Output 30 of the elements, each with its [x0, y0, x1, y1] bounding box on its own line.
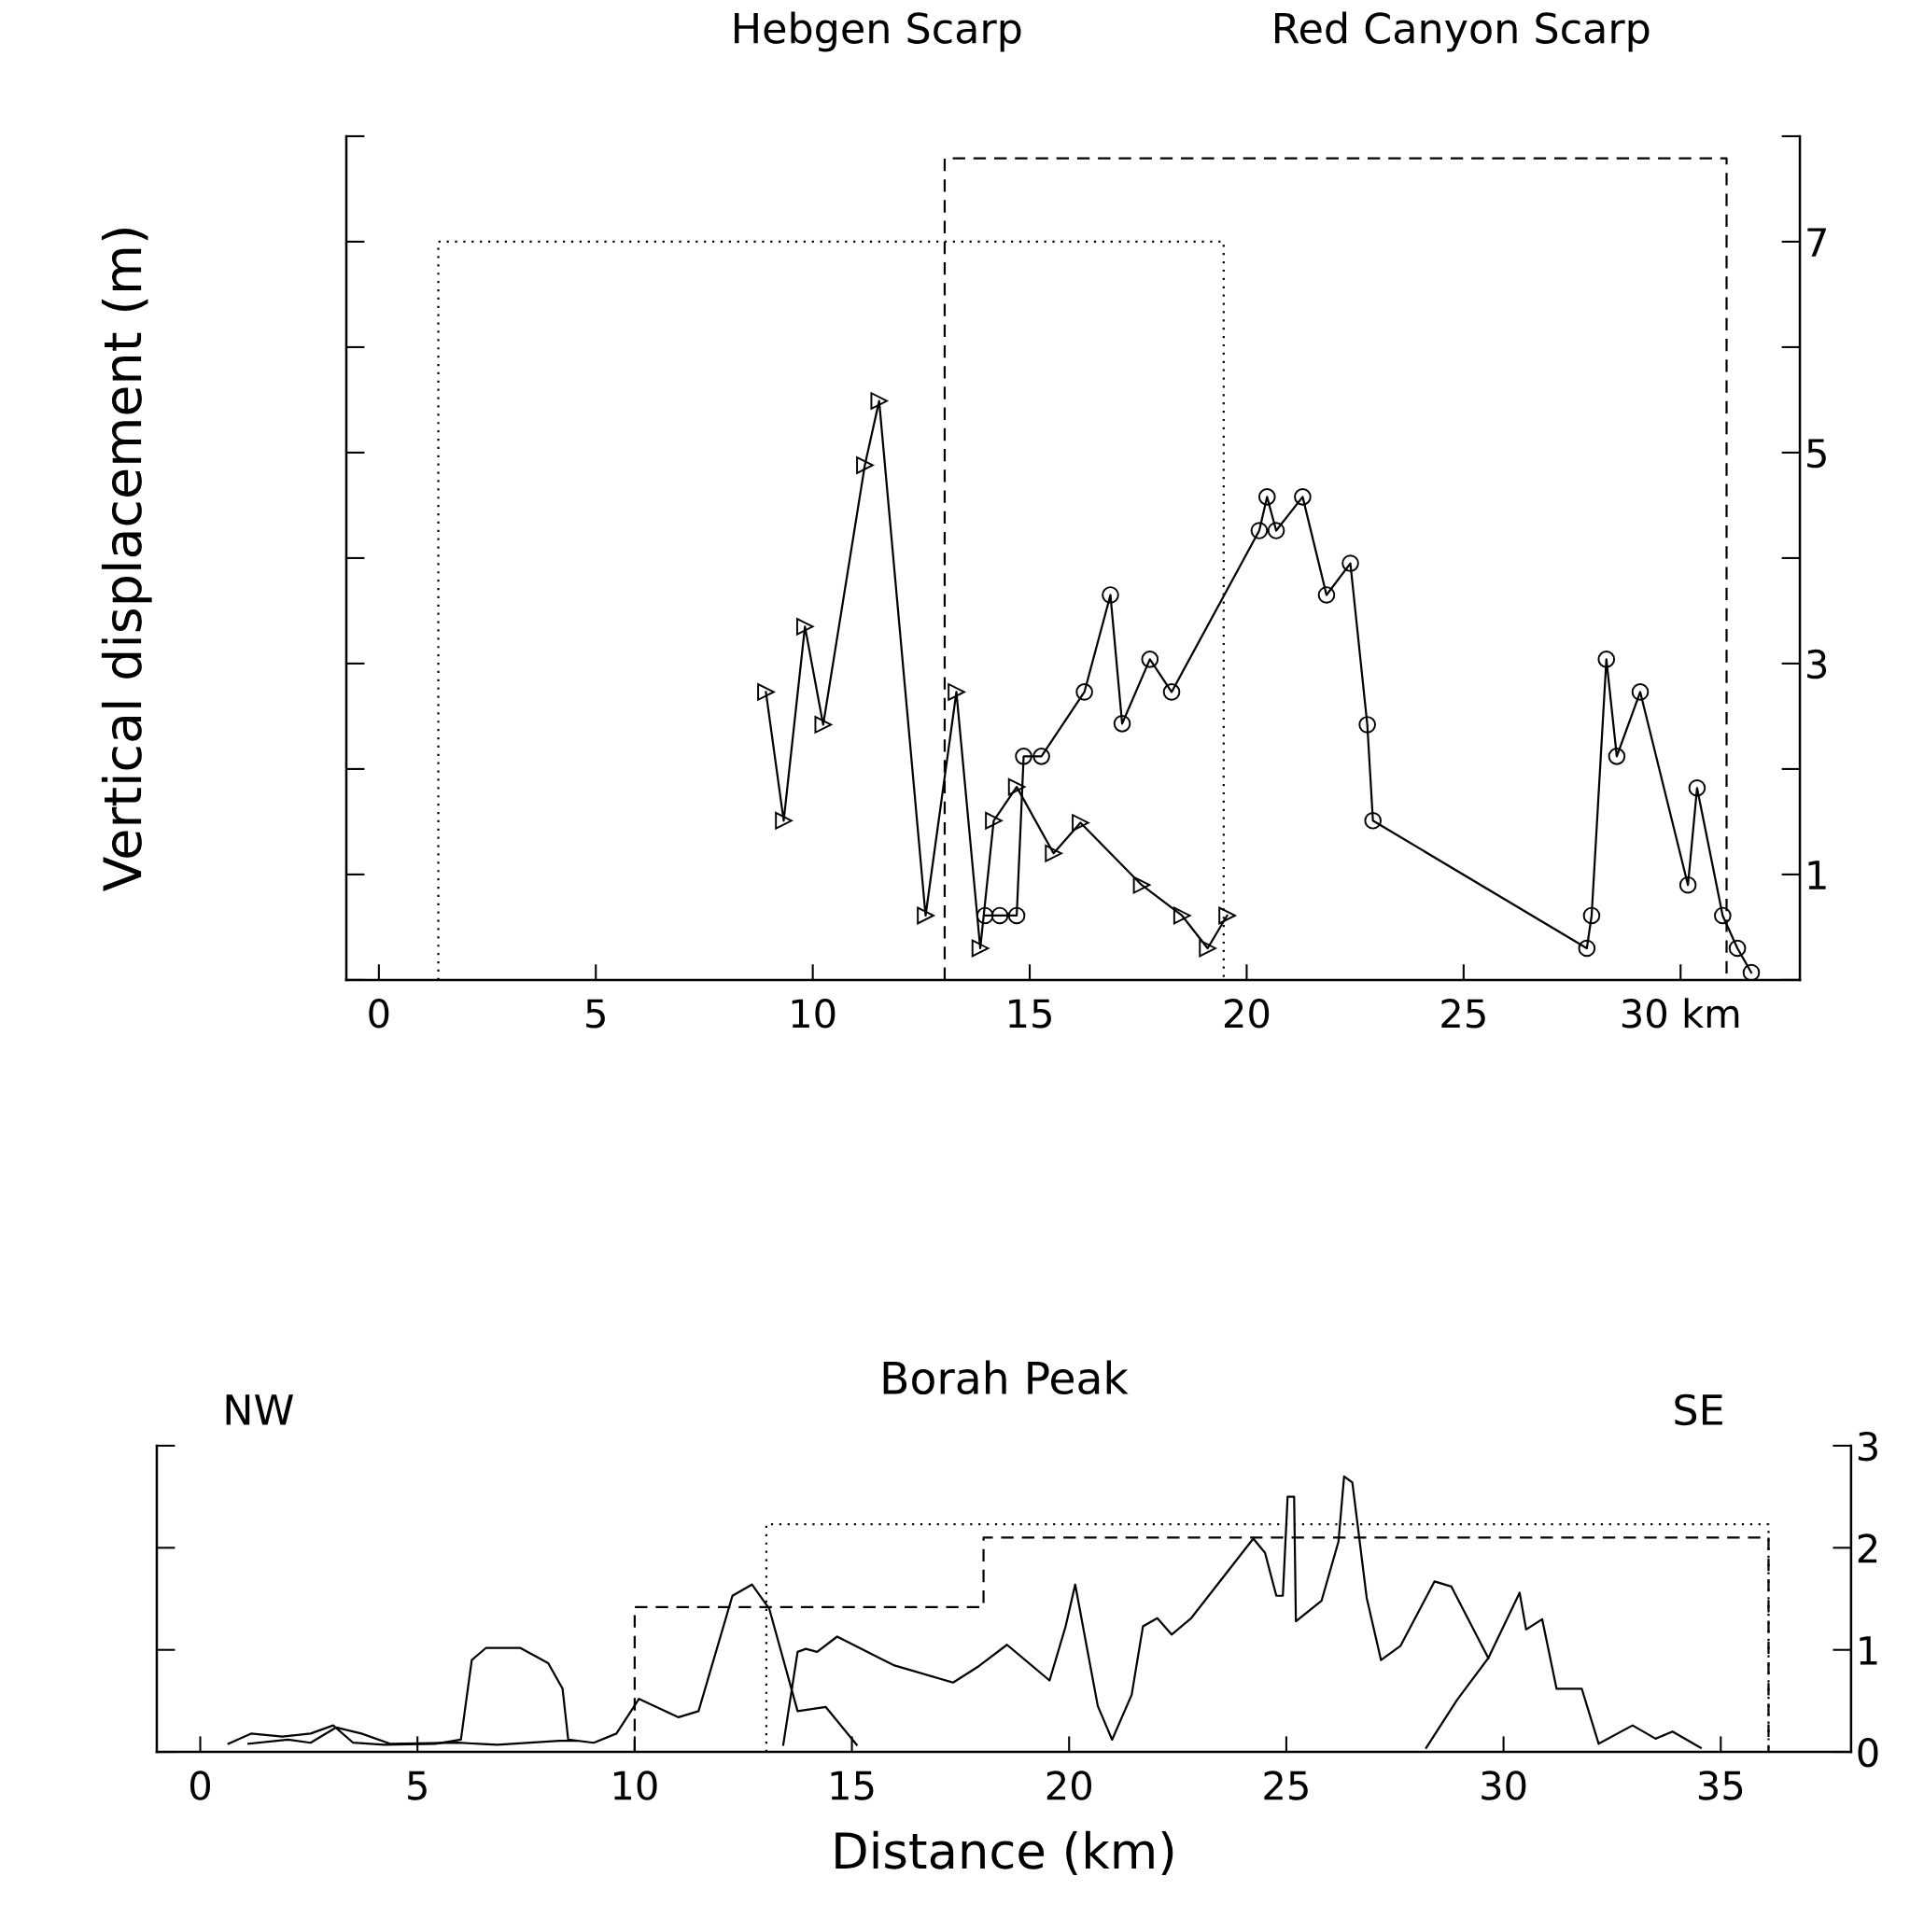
chart-title: Borah Peak	[883, 1360, 1129, 1395]
text: NW	[226, 1394, 294, 1425]
text: Red Canyon Scarp	[1275, 11, 1650, 52]
text: SE	[1675, 1393, 1722, 1426]
x-tick-label: 20	[1046, 1771, 1091, 1800]
y-tick-label: 7	[1807, 228, 1826, 257]
y-tick-label: 1	[1808, 861, 1826, 889]
x-axis-title: Distance (km)	[836, 1830, 1173, 1875]
x-tick-label: 15	[1009, 999, 1051, 1029]
y-tick-label: 1	[1860, 1636, 1877, 1665]
x-tick-label: 25	[1441, 999, 1485, 1029]
x-tick-label: 35	[1698, 1771, 1743, 1800]
x-tick-label: 30	[1482, 1771, 1526, 1800]
y-tick-label: 0	[1858, 1737, 1878, 1768]
y-tick-label: 5	[1807, 439, 1826, 469]
x-tick-label: 0	[369, 999, 389, 1029]
x-tick-label: 25	[1264, 1771, 1308, 1800]
x-tick-label: 5	[586, 999, 605, 1029]
x-tick-label: 15	[831, 1771, 874, 1800]
x-tick-label: 0	[190, 1771, 210, 1800]
y-tick-label: 3	[1807, 649, 1827, 679]
y-tick-label: 2	[1858, 1533, 1877, 1563]
text: Hebgen Scarp	[735, 11, 1021, 52]
x-tick-label: 10	[792, 999, 836, 1029]
x-tick-label: 20	[1224, 999, 1270, 1029]
y-tick-label: 3	[1858, 1431, 1877, 1462]
x-tick-label: 10	[613, 1771, 657, 1800]
x-tick-label: 5	[408, 1771, 427, 1800]
y-axis-title: Vertical displacement (m)	[101, 229, 152, 892]
x-tick-label: 30 km	[1622, 998, 1739, 1029]
